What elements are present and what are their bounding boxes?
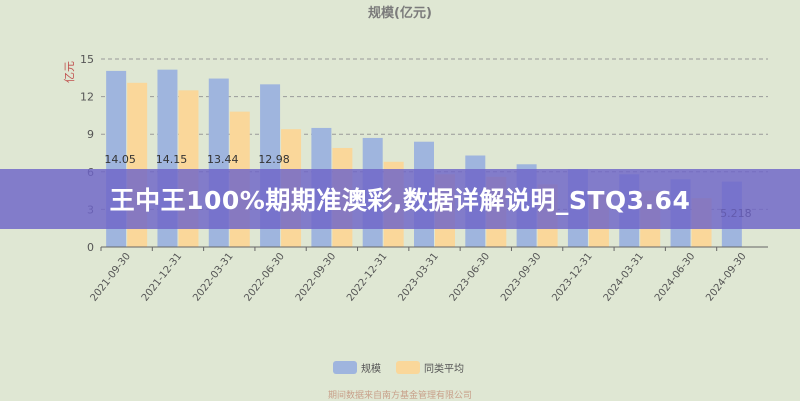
legend: 规模 同类平均 (333, 361, 464, 375)
x-tick-label: 2024-06-30 (653, 251, 697, 304)
x-tick-label: 2023-09-30 (499, 251, 543, 304)
x-tick-label: 2022-03-31 (191, 251, 235, 304)
y-axis-label: 亿元 (63, 61, 76, 83)
x-tick-label: 2021-09-30 (89, 251, 133, 304)
x-axis-ticks: 2021-09-30 2021-12-31 2022-03-31 2022-06-30… (89, 247, 749, 304)
y-tick-label: 9 (87, 128, 94, 141)
x-tick-label: 2024-09-30 (704, 251, 748, 304)
headline-text: 王中王100%期期准澳彩,数据详解说明_STQ3.64 (109, 186, 691, 215)
x-tick-label: 2024-03-31 (602, 251, 646, 304)
x-tick-label: 2023-12-31 (550, 251, 594, 304)
x-tick-label: 2022-06-30 (242, 251, 286, 304)
source-watermark: 期间数据来自南方基金管理有限公司 (327, 391, 472, 401)
y-tick-label: 15 (80, 53, 94, 66)
x-tick-label: 2022-12-31 (345, 251, 389, 304)
chart-title: 规模(亿元) (368, 5, 432, 21)
legend-swatch (396, 361, 420, 374)
data-label: 14.05 (104, 153, 136, 166)
x-tick-label: 2023-06-30 (448, 251, 492, 304)
legend-label: 规模 (361, 362, 381, 375)
legend-swatch (333, 361, 357, 374)
x-tick-label: 2022-09-30 (294, 251, 338, 304)
y-tick-label: 0 (87, 241, 94, 254)
headline-banner: 王中王100%期期准澳彩,数据详解说明_STQ3.64 (0, 169, 800, 229)
y-tick-label: 12 (80, 91, 94, 104)
data-label: 14.15 (156, 153, 188, 166)
legend-label: 同类平均 (424, 362, 464, 375)
x-tick-label: 2021-12-31 (140, 251, 184, 304)
x-tick-label: 2023-03-31 (396, 251, 440, 304)
data-label: 13.44 (207, 153, 239, 166)
data-label: 12.98 (258, 153, 290, 166)
